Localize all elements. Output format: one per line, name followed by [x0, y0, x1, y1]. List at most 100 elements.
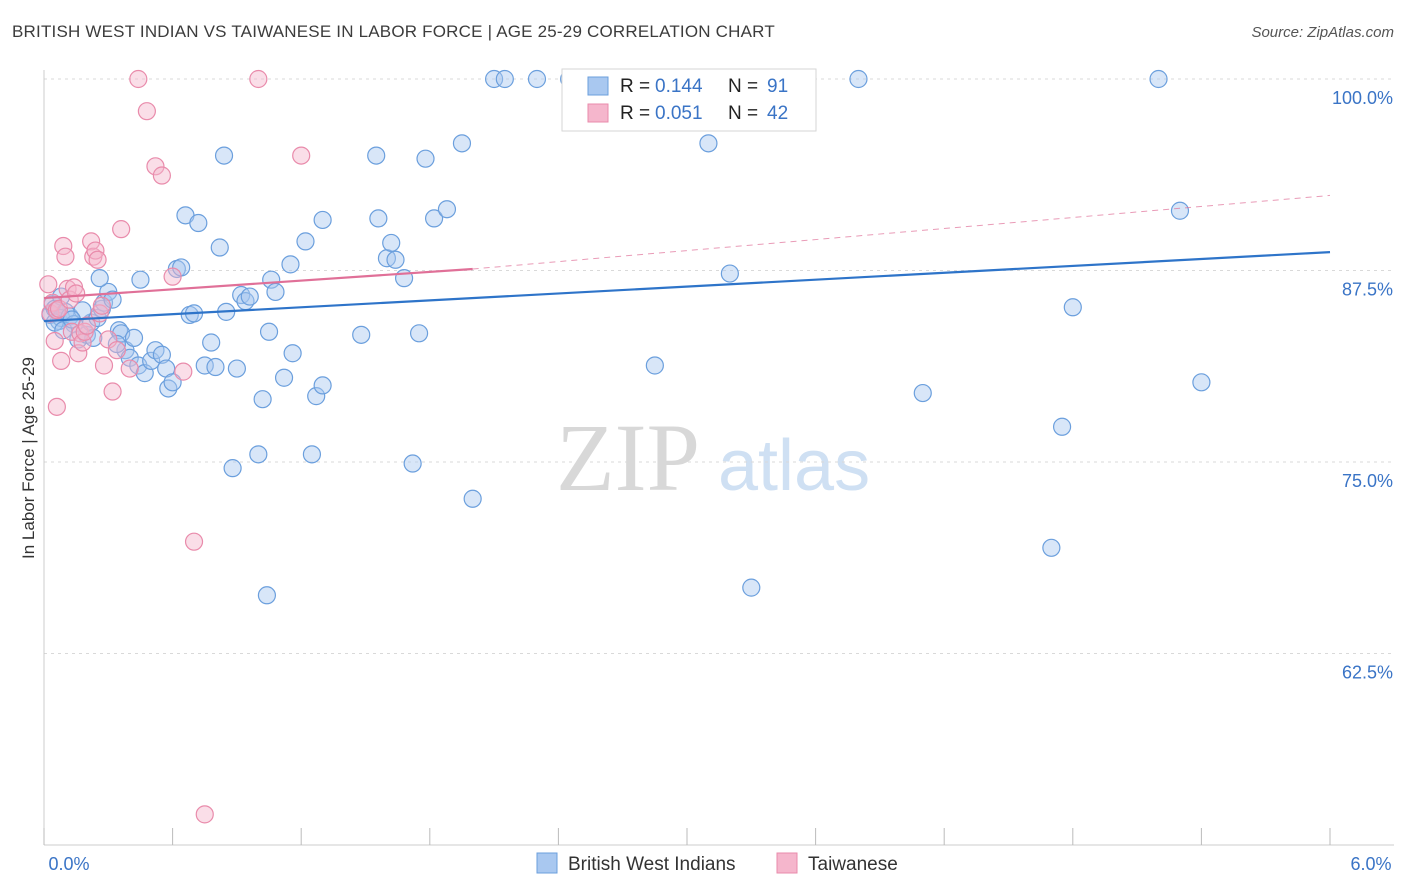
- point-taiwanese-22: [88, 250, 107, 269]
- point-taiwanese-14: [69, 344, 88, 363]
- point-british-west-indians-51: [257, 586, 277, 605]
- point-british-west-indians-31: [163, 373, 182, 392]
- point-british-west-indians-88: [1149, 69, 1168, 89]
- point-british-west-indians-42: [214, 146, 234, 165]
- point-british-west-indians-65: [369, 209, 388, 228]
- point-british-west-indians-95: [90, 269, 109, 288]
- point-british-west-indians-17: [103, 290, 122, 309]
- legend-n-value-blue: 91: [767, 76, 788, 97]
- bottom-legend-swatch-blue: [536, 852, 558, 874]
- point-british-west-indians-74: [437, 200, 457, 219]
- point-british-west-indians-27: [146, 341, 165, 360]
- point-taiwanese-25: [94, 356, 114, 375]
- legend-swatch-blue: [587, 76, 609, 96]
- point-taiwanese-13: [67, 284, 86, 303]
- point-british-west-indians-82: [742, 578, 761, 597]
- watermark-zip: ZIP: [556, 404, 700, 511]
- y-tick-label-0: 100.0%: [1332, 88, 1393, 108]
- point-british-west-indians-81: [720, 264, 739, 283]
- point-british-west-indians-39: [202, 333, 221, 352]
- point-taiwanese-40: [292, 146, 311, 165]
- legend-n-label-pink: N =: [728, 103, 758, 124]
- point-british-west-indians-85: [1042, 538, 1061, 557]
- legend-r-value-blue: 0.144: [655, 76, 703, 97]
- x-tick-label-max: 6.0%: [1350, 854, 1391, 874]
- point-british-west-indians-89: [1170, 201, 1190, 220]
- point-british-west-indians-67: [382, 233, 401, 253]
- watermark-atlas: atlas: [718, 426, 870, 506]
- point-taiwanese-28: [107, 341, 126, 360]
- point-british-west-indians-45: [227, 359, 246, 378]
- point-taiwanese-32: [137, 102, 156, 121]
- legend-n-label-blue: N =: [728, 76, 758, 97]
- y-tick-label-1: 87.5%: [1342, 280, 1393, 300]
- point-british-west-indians-70: [403, 454, 422, 473]
- point-british-west-indians-61: [313, 210, 332, 230]
- point-british-west-indians-40: [206, 357, 225, 377]
- point-british-west-indians-52: [259, 322, 279, 341]
- point-british-west-indians-76: [485, 69, 504, 89]
- point-british-west-indians-62: [313, 376, 332, 395]
- trendlines: [43, 194, 1331, 323]
- y-axis-label: In Labor Force | Age 25-29: [19, 357, 38, 559]
- point-taiwanese-38: [195, 805, 214, 824]
- point-british-west-indians-63: [352, 325, 371, 344]
- trendline-taiwanese-extension: [472, 194, 1331, 270]
- point-british-west-indians-87: [1063, 298, 1082, 317]
- point-taiwanese-36: [174, 362, 193, 381]
- legend-r-label-blue: R =: [620, 76, 650, 97]
- point-british-west-indians-55: [274, 368, 294, 387]
- point-british-west-indians-60: [307, 387, 326, 406]
- stats-legend: R = 0.144 N = 91 R = 0.051 N = 42: [561, 68, 817, 132]
- point-british-west-indians-59: [302, 445, 322, 464]
- point-british-west-indians-64: [367, 146, 386, 165]
- point-taiwanese-41: [47, 397, 66, 416]
- point-taiwanese-27: [103, 382, 122, 401]
- gridlines: [44, 78, 1394, 654]
- point-british-west-indians-86: [1052, 417, 1072, 436]
- series-legend: British West Indians Taiwanese: [536, 852, 898, 875]
- point-british-west-indians-98: [527, 69, 547, 89]
- point-taiwanese-33: [146, 157, 165, 176]
- legend-r-label-pink: R =: [620, 103, 650, 124]
- point-british-west-indians-73: [424, 209, 444, 228]
- series-british-west-indians: [41, 69, 1211, 605]
- y-tick-labels: 100.0% 87.5% 75.0% 62.5%: [1332, 88, 1393, 683]
- point-british-west-indians-49: [249, 445, 268, 464]
- y-tick-label-3: 62.5%: [1342, 663, 1393, 683]
- chart-title: BRITISH WEST INDIAN VS TAIWANESE IN LABO…: [12, 22, 775, 41]
- point-british-west-indians-41: [210, 238, 229, 257]
- point-british-west-indians-50: [253, 390, 272, 409]
- legend-r-value-pink: 0.051: [655, 103, 703, 124]
- point-british-west-indians-22: [124, 328, 144, 348]
- point-taiwanese-39: [249, 69, 268, 89]
- trendline-taiwanese: [43, 267, 473, 300]
- point-british-west-indians-68: [386, 250, 405, 269]
- point-british-west-indians-58: [296, 232, 315, 251]
- point-british-west-indians-37: [189, 213, 208, 233]
- source-label: Source: ZipAtlas.com: [1251, 24, 1394, 41]
- point-british-west-indians-94: [107, 334, 126, 354]
- trendline-british-west-indians: [43, 251, 1331, 323]
- point-taiwanese-19: [82, 232, 101, 251]
- x-ticks: [43, 828, 1331, 845]
- point-taiwanese-30: [120, 359, 139, 378]
- point-taiwanese-29: [112, 220, 131, 239]
- point-taiwanese-31: [129, 69, 148, 89]
- point-taiwanese-3: [45, 331, 64, 351]
- point-taiwanese-18: [77, 316, 96, 335]
- x-tick-label-min: 0.0%: [48, 854, 89, 874]
- legend-n-value-pink: 42: [767, 103, 788, 124]
- point-british-west-indians-83: [849, 69, 868, 89]
- point-british-west-indians-90: [1192, 373, 1211, 392]
- point-british-west-indians-72: [416, 149, 435, 168]
- point-british-west-indians-99: [452, 134, 472, 153]
- bottom-legend-label-blue: British West Indians: [568, 854, 736, 875]
- legend-swatch-pink: [587, 103, 609, 123]
- point-british-west-indians-57: [283, 344, 302, 363]
- series-taiwanese: [39, 69, 311, 824]
- bottom-legend-swatch-pink: [776, 852, 798, 874]
- point-british-west-indians-54: [266, 282, 285, 302]
- point-british-west-indians-26: [142, 351, 161, 370]
